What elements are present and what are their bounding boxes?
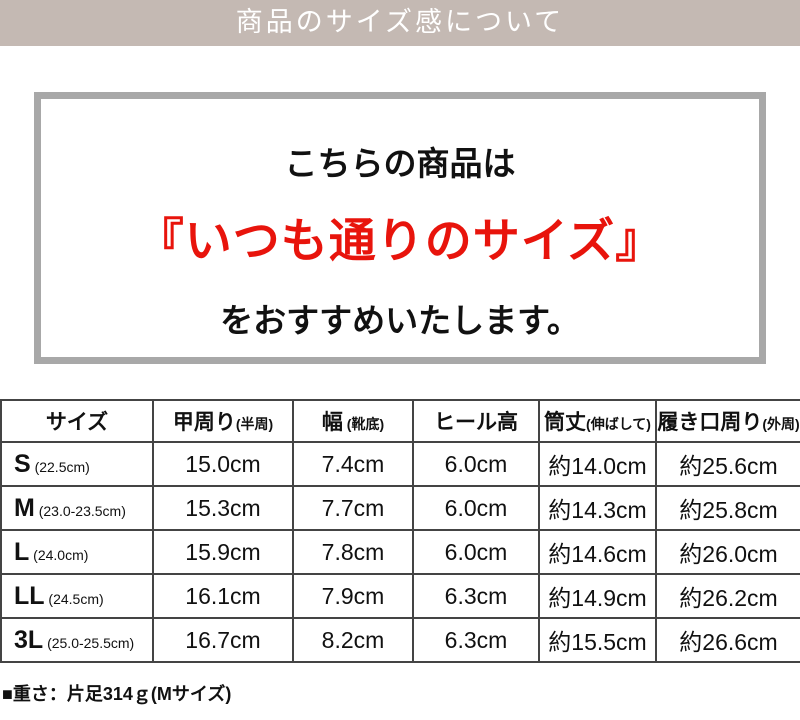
table-cell: 16.1cm (152, 573, 294, 619)
table-cell: 約15.5cm (538, 617, 657, 663)
table-cell: 約26.2cm (655, 573, 800, 619)
column-header-main: サイズ (45, 411, 109, 434)
column-header-sub: (伸ばして) (586, 416, 651, 432)
table-cell: 6.0cm (412, 441, 540, 487)
size-label: S (14, 449, 31, 478)
size-cell: M (23.0-23.5cm) (0, 485, 154, 531)
notice-line-3: をおすすめいたします。 (220, 301, 580, 340)
table-cell: 15.9cm (152, 529, 294, 575)
column-header: 幅 (靴底) (292, 399, 414, 443)
column-header-sub: (靴底) (342, 416, 385, 432)
table-row: 3L (25.0-25.5cm) 16.7cm 8.2cm 6.3cm 約15.5cm 約… (0, 617, 800, 663)
table-cell: 約14.6cm (538, 529, 657, 575)
column-header: ヒール高 (412, 399, 540, 443)
size-cell: S (22.5cm) (0, 441, 154, 487)
table-cell: 6.3cm (412, 617, 540, 663)
table-cell: 8.2cm (292, 617, 414, 663)
size-range: (24.0cm) (29, 546, 89, 563)
table-cell: 6.3cm (412, 573, 540, 619)
table-cell: 6.0cm (412, 529, 540, 575)
column-header: サイズ (0, 399, 154, 443)
table-cell: 約14.9cm (538, 573, 657, 619)
size-cell: 3L (25.0-25.5cm) (0, 617, 154, 663)
size-label: L (14, 537, 30, 566)
table-header-row: サイズ 甲周り(半周) 幅 (靴底) ヒール高 筒丈(伸ばして) 履き口周り(外周) (0, 399, 800, 443)
size-range: (25.0-25.5cm) (43, 634, 135, 651)
size-range: (23.0-23.5cm) (34, 502, 126, 519)
table-cell: 約14.3cm (538, 485, 657, 531)
table-row: S (22.5cm) 15.0cm 7.4cm 6.0cm 約14.0cm 約25.6cm (0, 441, 800, 487)
table-cell: 15.3cm (152, 485, 294, 531)
column-header-main: ヒール高 (434, 411, 518, 434)
table-cell: 7.8cm (292, 529, 414, 575)
table-row: LL (24.5cm) 16.1cm 7.9cm 6.3cm 約14.9cm 約26.2c… (0, 573, 800, 619)
column-header-main: 履き口周り (657, 411, 763, 434)
table-cell: 7.9cm (292, 573, 414, 619)
column-header: 筒丈(伸ばして) (538, 399, 657, 443)
size-cell: L (24.0cm) (0, 529, 154, 575)
table-cell: 6.0cm (412, 485, 540, 531)
size-cell: LL (24.5cm) (0, 573, 154, 619)
column-header: 甲周り(半周) (152, 399, 294, 443)
column-header: 履き口周り(外周) (655, 399, 800, 443)
size-table: サイズ 甲周り(半周) 幅 (靴底) ヒール高 筒丈(伸ばして) 履き口周り(外周) S … (0, 399, 800, 663)
column-header-main: 筒丈 (544, 411, 587, 434)
size-notice-box: こちらの商品は 『いつも通りのサイズ』 をおすすめいたします。 (34, 92, 766, 364)
table-cell: 約26.6cm (655, 617, 800, 663)
section-title: 商品のサイズ感について (0, 0, 800, 46)
notice-line-1: こちらの商品は (284, 144, 516, 183)
table-cell: 7.4cm (292, 441, 414, 487)
table-cell: 約26.0cm (655, 529, 800, 575)
table-cell: 7.7cm (292, 485, 414, 531)
table-cell: 15.0cm (152, 441, 294, 487)
notice-line-2: 『いつも通りのサイズ』 (136, 214, 664, 269)
table-cell: 約25.8cm (655, 485, 800, 531)
size-range: (24.5cm) (44, 590, 104, 607)
column-header-main: 甲周り (172, 411, 236, 434)
table-row: M (23.0-23.5cm) 15.3cm 7.7cm 6.0cm 約14.3cm 約2… (0, 485, 800, 531)
table-cell: 16.7cm (152, 617, 294, 663)
column-header-main: 幅 (321, 411, 343, 434)
size-label: LL (14, 581, 45, 610)
table-cell: 約25.6cm (655, 441, 800, 487)
table-row: L (24.0cm) 15.9cm 7.8cm 6.0cm 約14.6cm 約26.0cm (0, 529, 800, 575)
size-label: M (14, 493, 35, 522)
size-label: 3L (14, 625, 44, 654)
column-header-sub: (半周) (235, 416, 274, 432)
size-range: (22.5cm) (30, 458, 90, 475)
column-header-sub: (外周) (762, 416, 800, 432)
weight-note: ■重さ：片足314ｇ(Mサイズ) (2, 684, 232, 704)
table-cell: 約14.0cm (538, 441, 657, 487)
